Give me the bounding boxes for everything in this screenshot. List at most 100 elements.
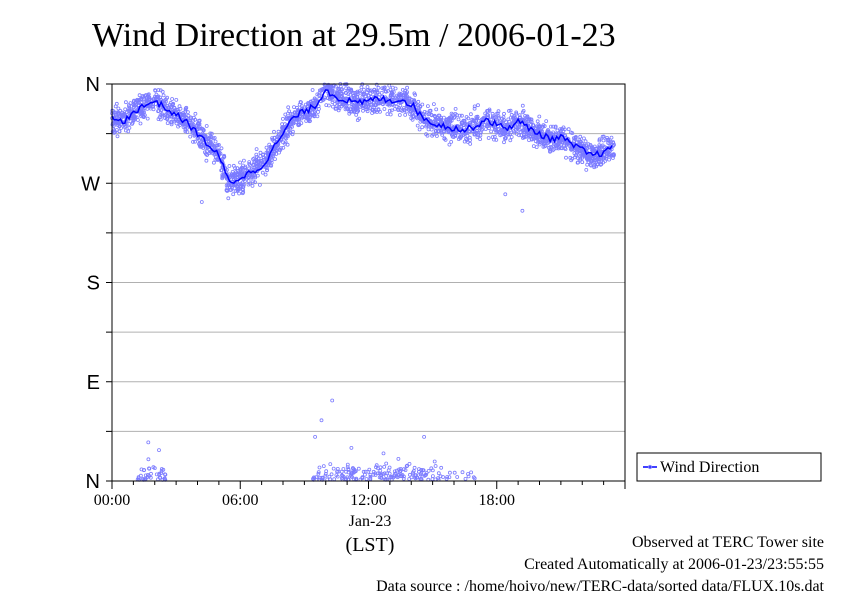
data-point xyxy=(365,85,370,89)
data-point xyxy=(166,113,170,118)
data-point xyxy=(188,134,193,139)
y-tick-label: S xyxy=(87,273,100,295)
data-point xyxy=(592,163,597,168)
data-point xyxy=(359,85,364,90)
data-point xyxy=(240,191,245,196)
data-point xyxy=(332,477,337,482)
data-point xyxy=(544,119,549,123)
data-point xyxy=(329,472,334,477)
data-point xyxy=(498,119,503,124)
data-point xyxy=(193,139,197,144)
data-point xyxy=(380,99,385,104)
data-point xyxy=(328,462,333,467)
data-point xyxy=(496,127,500,132)
data-point xyxy=(520,208,525,213)
data-point xyxy=(534,136,539,141)
data-point xyxy=(594,164,599,169)
data-point xyxy=(116,110,121,115)
data-point xyxy=(413,93,418,97)
data-point xyxy=(211,160,216,165)
data-point xyxy=(559,146,563,151)
data-point xyxy=(233,189,238,193)
data-point xyxy=(403,113,408,117)
data-point xyxy=(426,127,431,132)
data-point xyxy=(296,122,301,127)
data-point xyxy=(440,132,445,137)
data-point xyxy=(439,117,443,122)
data-point xyxy=(238,174,242,179)
data-point xyxy=(507,119,512,124)
data-point xyxy=(231,192,236,197)
data-point xyxy=(321,464,326,469)
data-point xyxy=(330,88,335,93)
data-point xyxy=(250,173,255,178)
data-point xyxy=(367,88,372,93)
data-point xyxy=(426,468,431,473)
data-point xyxy=(202,150,207,155)
data-point xyxy=(529,132,534,137)
data-point xyxy=(397,467,401,472)
data-point xyxy=(263,172,268,177)
data-point xyxy=(142,94,147,98)
data-point xyxy=(113,129,117,134)
data-point xyxy=(174,98,179,102)
data-point xyxy=(439,465,444,470)
data-point xyxy=(611,140,615,145)
data-point xyxy=(195,127,200,132)
data-point xyxy=(159,467,164,471)
data-point xyxy=(246,179,251,184)
data-point xyxy=(564,155,568,160)
data-point xyxy=(233,166,238,171)
data-point xyxy=(260,170,265,175)
data-point xyxy=(204,158,209,163)
data-point xyxy=(525,114,530,119)
data-point xyxy=(240,182,245,187)
data-point xyxy=(330,90,335,95)
data-point xyxy=(441,129,446,134)
data-point xyxy=(449,118,454,123)
data-point xyxy=(159,471,164,476)
data-point xyxy=(503,136,508,141)
data-point xyxy=(589,144,594,149)
data-point xyxy=(332,102,337,106)
data-point xyxy=(165,117,170,122)
data-point xyxy=(508,138,513,143)
data-point xyxy=(140,94,145,98)
data-point xyxy=(448,130,453,135)
data-point xyxy=(339,476,344,481)
data-point xyxy=(354,105,359,109)
data-point xyxy=(392,469,397,474)
data-point xyxy=(251,163,256,168)
data-point xyxy=(396,94,401,99)
data-point xyxy=(352,467,357,472)
data-point xyxy=(438,474,443,479)
data-point xyxy=(168,101,173,105)
data-point xyxy=(200,126,205,131)
data-point xyxy=(535,119,540,124)
x-date-label: Jan-23 xyxy=(349,513,392,530)
data-point xyxy=(541,144,546,149)
data-point xyxy=(132,117,137,122)
data-point xyxy=(351,103,356,108)
data-point xyxy=(580,154,584,159)
data-point xyxy=(513,127,518,132)
data-point xyxy=(362,472,367,477)
data-point xyxy=(266,148,270,153)
data-point xyxy=(469,470,474,475)
data-point xyxy=(436,471,441,476)
x-tick-label: 18:00 xyxy=(479,492,515,509)
data-point xyxy=(356,466,361,471)
data-point xyxy=(336,108,341,113)
data-point xyxy=(597,138,602,143)
data-point xyxy=(521,109,526,113)
data-point xyxy=(340,102,345,107)
legend: Wind Direction xyxy=(636,452,822,482)
data-point xyxy=(242,179,247,184)
data-point xyxy=(317,465,322,470)
data-point xyxy=(420,125,425,130)
data-point xyxy=(258,150,263,155)
data-point xyxy=(512,114,517,118)
data-point xyxy=(130,122,135,126)
data-point xyxy=(531,123,536,128)
data-point xyxy=(482,115,487,120)
